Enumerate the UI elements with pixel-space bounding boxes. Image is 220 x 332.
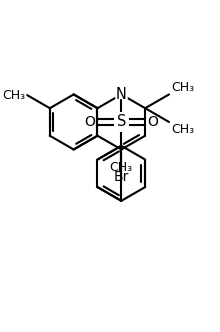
Text: CH₃: CH₃	[171, 123, 194, 136]
Text: Br: Br	[114, 170, 129, 184]
Text: CH₃: CH₃	[109, 161, 132, 174]
Text: O: O	[147, 115, 158, 129]
Text: O: O	[84, 115, 95, 129]
Text: S: S	[117, 115, 126, 129]
Text: CH₃: CH₃	[171, 81, 194, 94]
Text: N: N	[116, 87, 127, 102]
Text: CH₃: CH₃	[2, 89, 25, 102]
